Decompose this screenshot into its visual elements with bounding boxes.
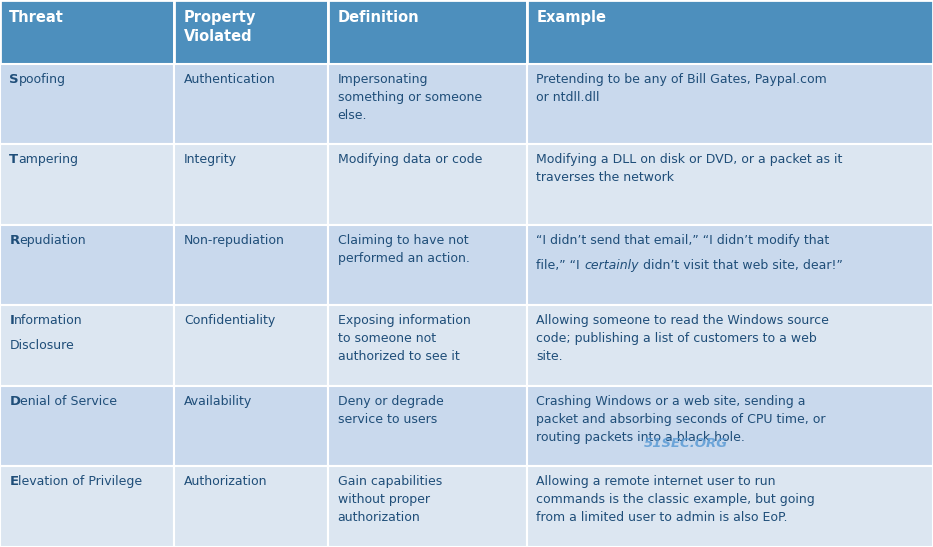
Text: Crashing Windows or a web site, sending a
packet and absorbing seconds of CPU ti: Crashing Windows or a web site, sending … (536, 395, 826, 444)
Bar (0, 225, 174, 305)
Text: Gain capabilities
without proper
authorization: Gain capabilities without proper authori… (338, 475, 442, 524)
Text: enial of Service: enial of Service (21, 395, 118, 408)
Text: Deny or degrade
service to users: Deny or degrade service to users (338, 395, 443, 426)
Text: Property
Violated: Property Violated (184, 10, 257, 44)
Text: Allowing someone to read the Windows source
code; publishing a list of customers: Allowing someone to read the Windows sou… (536, 314, 829, 363)
Text: D: D (9, 395, 21, 408)
Text: Exposing information
to someone not
authorized to see it: Exposing information to someone not auth… (338, 314, 470, 363)
Text: Impersonating
something or someone
else.: Impersonating something or someone else. (338, 73, 481, 122)
Text: Authorization: Authorization (184, 475, 267, 488)
Text: Pretending to be any of Bill Gates, Paypal.com
or ntdll.dll: Pretending to be any of Bill Gates, Payp… (536, 73, 828, 104)
Bar (328, 305, 527, 386)
Text: didn’t visit that web site, dear!”: didn’t visit that web site, dear!” (638, 259, 842, 272)
Bar (0, 144, 174, 225)
Text: Allowing a remote internet user to run
commands is the classic example, but goin: Allowing a remote internet user to run c… (536, 475, 815, 524)
Bar (527, 467, 933, 547)
Bar (0, 0, 174, 64)
Bar (0, 386, 174, 467)
Text: I: I (9, 314, 14, 327)
Text: poofing: poofing (19, 73, 66, 86)
Text: 51SEC.ORG: 51SEC.ORG (644, 438, 728, 451)
Bar (527, 0, 933, 64)
Text: Definition: Definition (338, 10, 419, 25)
Bar (328, 386, 527, 467)
Bar (527, 225, 933, 305)
Text: Modifying data or code: Modifying data or code (338, 153, 482, 166)
Bar (527, 144, 933, 225)
Text: certainly: certainly (584, 259, 638, 272)
Text: Claiming to have not
performed an action.: Claiming to have not performed an action… (338, 234, 469, 265)
Bar (0, 305, 174, 386)
Text: Example: Example (536, 10, 606, 25)
Bar (0, 467, 174, 547)
Bar (527, 386, 933, 467)
Text: Non-repudiation: Non-repudiation (184, 234, 285, 247)
Text: R: R (9, 234, 20, 247)
Text: E: E (9, 475, 19, 488)
Bar (328, 225, 527, 305)
Bar (328, 0, 527, 64)
Text: Confidentiality: Confidentiality (184, 314, 275, 327)
Bar (174, 64, 328, 144)
Text: S: S (9, 73, 19, 86)
Text: levation of Privilege: levation of Privilege (19, 475, 143, 488)
Text: ampering: ampering (19, 153, 78, 166)
Text: Authentication: Authentication (184, 73, 275, 86)
Bar (174, 0, 328, 64)
Bar (0, 64, 174, 144)
Text: file,” “I: file,” “I (536, 259, 584, 272)
Bar (328, 467, 527, 547)
Bar (328, 144, 527, 225)
Text: Integrity: Integrity (184, 153, 237, 166)
Text: Availability: Availability (184, 395, 252, 408)
Bar (174, 467, 328, 547)
Bar (174, 225, 328, 305)
Text: Threat: Threat (9, 10, 64, 25)
Bar (174, 386, 328, 467)
Text: Disclosure: Disclosure (9, 339, 74, 352)
Bar (174, 305, 328, 386)
Text: T: T (9, 153, 19, 166)
Bar (174, 144, 328, 225)
Bar (527, 64, 933, 144)
Text: epudiation: epudiation (20, 234, 86, 247)
Text: nformation: nformation (14, 314, 83, 327)
Text: Modifying a DLL on disk or DVD, or a packet as it
traverses the network: Modifying a DLL on disk or DVD, or a pac… (536, 153, 842, 184)
Bar (328, 64, 527, 144)
Text: “I didn’t send that email,” “I didn’t modify that: “I didn’t send that email,” “I didn’t mo… (536, 234, 829, 247)
Bar (527, 305, 933, 386)
